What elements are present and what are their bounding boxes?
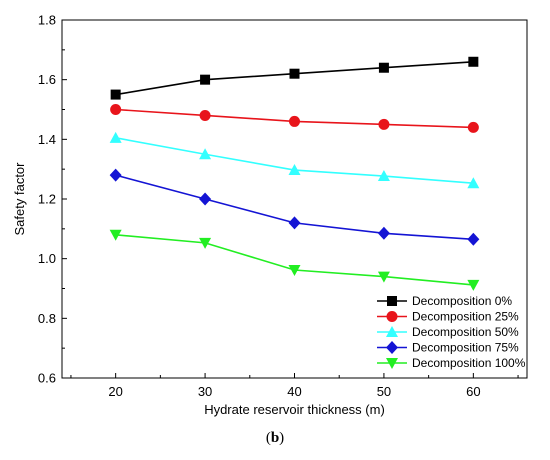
y-tick-label: 1.8 <box>38 13 56 28</box>
legend-marker <box>386 341 398 354</box>
data-point <box>289 68 300 79</box>
series-line <box>115 174 474 241</box>
y-axis: 0.6 0.8 1.0 1.2 1.4 1.6 1.8 <box>38 13 67 386</box>
series-2 <box>109 131 480 189</box>
data-point <box>199 109 211 121</box>
data-point <box>378 118 390 130</box>
data-point <box>288 164 301 176</box>
chart: 0.6 0.8 1.0 1.2 1.4 1.6 1.8 20 30 40 50 60 Decompo… <box>12 13 528 417</box>
y-tick-label: 1.4 <box>38 132 56 147</box>
data-point <box>110 89 121 100</box>
legend-item: Decomposition 100% <box>377 356 526 370</box>
series-line <box>115 137 474 184</box>
series-0 <box>110 56 479 100</box>
x-tick-label: 40 <box>287 384 301 399</box>
legend-label: Decomposition 100% <box>412 356 526 370</box>
legend-label: Decomposition 75% <box>412 341 519 355</box>
legend-marker <box>387 296 397 306</box>
y-axis-title: Safety factor <box>12 162 27 236</box>
series-layer <box>109 56 480 291</box>
y-tick-label: 1.0 <box>38 251 56 266</box>
legend-label: Decomposition 0% <box>412 294 512 308</box>
legend-label: Decomposition 50% <box>412 325 519 339</box>
x-tick-label: 20 <box>108 384 122 399</box>
legend-marker <box>386 326 398 337</box>
data-point <box>109 168 122 182</box>
x-axis-title: Hydrate reservoir thickness (m) <box>204 402 385 417</box>
data-point <box>199 148 212 160</box>
data-point <box>377 226 390 240</box>
data-point <box>378 62 389 73</box>
legend-marker <box>386 311 398 322</box>
legend-label: Decomposition 25% <box>412 310 519 324</box>
data-point <box>288 216 301 230</box>
caption-open: ( <box>265 430 271 446</box>
x-tick-label: 30 <box>198 384 212 399</box>
caption-close: ) <box>279 430 285 446</box>
x-tick-label: 50 <box>377 384 391 399</box>
data-point <box>200 74 211 85</box>
x-axis: 20 30 40 50 60 <box>70 373 519 399</box>
data-point <box>199 237 212 249</box>
y-tick-label: 1.6 <box>38 72 56 87</box>
data-point <box>468 56 479 67</box>
legend-item: Decomposition 75% <box>377 341 519 355</box>
data-point <box>467 177 480 189</box>
series-line <box>115 234 474 286</box>
y-tick-label: 0.6 <box>38 371 56 386</box>
legend-item: Decomposition 25% <box>377 310 519 324</box>
legend-item: Decomposition 0% <box>377 294 512 308</box>
figure-caption: (b) <box>0 430 550 447</box>
legend: Decomposition 0%Decomposition 25%Decompo… <box>377 294 526 370</box>
y-tick-label: 1.2 <box>38 192 56 207</box>
data-point <box>467 121 479 133</box>
y-tick-label: 0.8 <box>38 311 56 326</box>
data-point <box>377 170 390 182</box>
series-1 <box>110 104 479 133</box>
series-4 <box>109 229 480 291</box>
data-point <box>110 104 122 115</box>
data-point <box>288 265 301 277</box>
data-point <box>199 192 212 206</box>
data-point <box>377 271 390 283</box>
data-point <box>109 131 122 143</box>
legend-marker <box>386 358 398 369</box>
series-3 <box>109 168 480 246</box>
data-point <box>109 229 122 241</box>
data-point <box>467 279 480 291</box>
data-point <box>467 232 480 246</box>
legend-item: Decomposition 50% <box>377 325 519 339</box>
caption-letter: b <box>270 430 280 446</box>
x-tick-label: 60 <box>466 384 480 399</box>
data-point <box>289 115 300 127</box>
